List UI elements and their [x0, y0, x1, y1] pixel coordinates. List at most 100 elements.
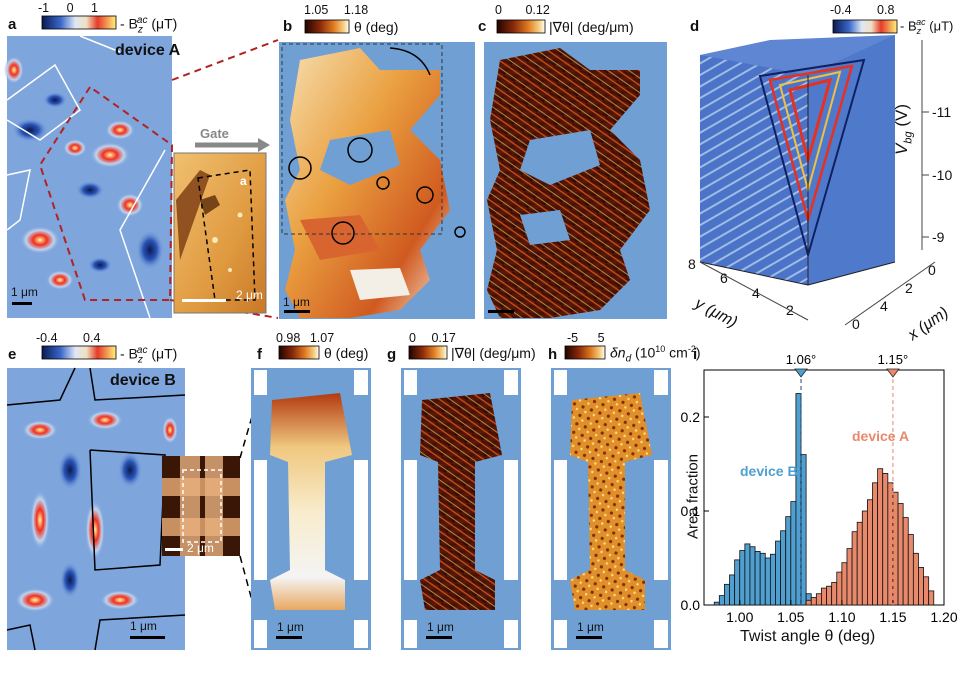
peak-marker-label: 1.15° [878, 352, 909, 367]
panel-e-colorbar-ticks: -0.4 0.4 [36, 331, 100, 345]
histogram-bar [826, 585, 833, 606]
panel-g-colorbar-tick: 0 [409, 331, 416, 345]
panel-b-contour [331, 221, 355, 245]
panel-d-z-label: Vbg (V) [892, 104, 914, 155]
panel-b-contour [376, 176, 390, 190]
panel-h-contact [554, 370, 567, 395]
panel-d-x-tick-label: 2 [905, 280, 913, 296]
histogram-bar [912, 552, 919, 606]
panel-b-scalebar-label: 1 μm [283, 295, 310, 309]
panel-e-contact-outline [6, 367, 76, 406]
panel-a-afm-contact [176, 170, 210, 260]
panel-c-colorbar-tick: 0.12 [525, 3, 550, 17]
panel-d-cube-edge [807, 261, 896, 286]
panel-d-y-axis [699, 261, 809, 321]
histogram-ylabel: Area fraction [684, 453, 702, 540]
panel-e-colorbar [41, 345, 117, 360]
panel-a-colorbar [41, 15, 117, 30]
panel-e-coldspot [60, 562, 80, 598]
panel-e-hotspot [162, 416, 178, 444]
panel-c-empty-region [520, 210, 570, 245]
panel-h-contact [654, 620, 668, 648]
panel-h [551, 368, 671, 650]
panel-label-e: e [8, 346, 17, 363]
panel-e-contact-outline [89, 367, 186, 401]
panel-d-x-tick-label: 0 [928, 262, 936, 278]
histogram-bar [790, 501, 797, 606]
panel-a-hotspot [105, 120, 135, 140]
panel-a-zoom-line [171, 39, 279, 81]
panel-d-side-face [808, 35, 895, 285]
panel-a-coldspot [88, 257, 112, 273]
panel-a-coldspot [43, 92, 67, 108]
panel-b-colorbar-ticks: 1.05 1.18 [304, 3, 368, 17]
panel-g-scalebar-label: 1 μm [427, 620, 454, 634]
quantity-sub: d [625, 353, 632, 365]
x-tick-label: 1.20 [930, 609, 957, 625]
series-device-b [713, 393, 812, 606]
panel-a-scalebar [12, 302, 32, 305]
x-tick-label: 1.10 [828, 609, 855, 625]
panel-b-colorbar-label: θ (deg) [354, 19, 399, 35]
histogram-bar [775, 540, 781, 606]
panel-label-i: i [693, 346, 698, 363]
panel-a-afm-bubble [237, 212, 243, 218]
panel-e-hotspot [100, 590, 140, 610]
panel-a-hotspot [90, 142, 130, 168]
panel-h-colorbar-ticks: -5 5 [567, 331, 605, 345]
panel-d-y-tick-label: 2 [786, 302, 794, 318]
unit-text: (μT) [151, 345, 178, 362]
panel-e-inset-scalebar [165, 548, 183, 551]
histogram-bar [892, 491, 899, 606]
panel-a-colorbar-ticks: -1 0 1 [38, 1, 98, 15]
panel-e-hotspot [30, 490, 50, 550]
panel-e-hotspot [85, 500, 105, 560]
panel-h-density-map [570, 393, 652, 610]
panel-e-colorbar-tick: -0.4 [36, 331, 58, 345]
unit-exp: 10 [655, 344, 666, 354]
panel-g-contact [404, 370, 417, 395]
x-tick-label: 1.00 [726, 609, 753, 625]
panel-a-inset-scalebar-label: 2 μm [236, 288, 263, 302]
histogram-bar [734, 559, 741, 606]
device-a-label-text: device A [115, 42, 181, 59]
device-b-label: device B [110, 372, 176, 389]
panel-d-front-face [700, 55, 808, 285]
panel-g-colorbar-tick: 0.17 [431, 331, 456, 345]
panel-g-scalebar [426, 636, 452, 639]
panel-g-contact [404, 620, 417, 648]
panel-label-d: d [690, 18, 700, 35]
panel-a-scalebar-label: 1 μm [11, 285, 38, 299]
y-tick-label: 0.0 [681, 597, 701, 613]
panel-c-colorbar-ticks: 0 0.12 [495, 3, 550, 17]
panel-g-gradient-map [420, 393, 502, 610]
panel-c-gradient-map [487, 48, 650, 318]
histogram-bar [749, 546, 756, 606]
panel-d-y-tick-label: 6 [720, 270, 728, 286]
panel-a-coldspot [136, 230, 164, 270]
quantity-sub: z [916, 25, 922, 36]
panel-a-colorbar-tick: 0 [66, 1, 74, 15]
histogram-peak-markers: 1.06° 1.15° [786, 352, 908, 605]
panel-e-scalebar-label: 1 μm [130, 619, 157, 633]
histogram-bar [785, 516, 792, 606]
panel-f-scalebar-label: 1 μm [277, 620, 304, 634]
panel-b-contour [347, 137, 373, 163]
panel-a-hotspot [20, 226, 60, 254]
quantity-text: - B [120, 345, 138, 362]
panel-d-x-tick-label: 0 [852, 316, 860, 332]
histogram-bar [744, 543, 751, 606]
panel-a-afm-contact [200, 195, 220, 215]
panel-a-afm-region-outline [197, 169, 256, 301]
panel-h-contact [554, 460, 567, 580]
panel-h-colorbar [564, 345, 606, 360]
panel-d-top-face [700, 35, 895, 75]
panel-h-scalebar [576, 636, 602, 639]
histogram-bar [831, 582, 838, 606]
panel-e-colorbar-tick: 0.4 [83, 331, 101, 345]
panel-d-v-pattern [788, 77, 833, 166]
panel-f-scalebar [276, 636, 302, 639]
panel-g [401, 368, 521, 650]
panel-a-hotspot [63, 139, 87, 157]
panel-a-afm-bubble [212, 237, 218, 243]
